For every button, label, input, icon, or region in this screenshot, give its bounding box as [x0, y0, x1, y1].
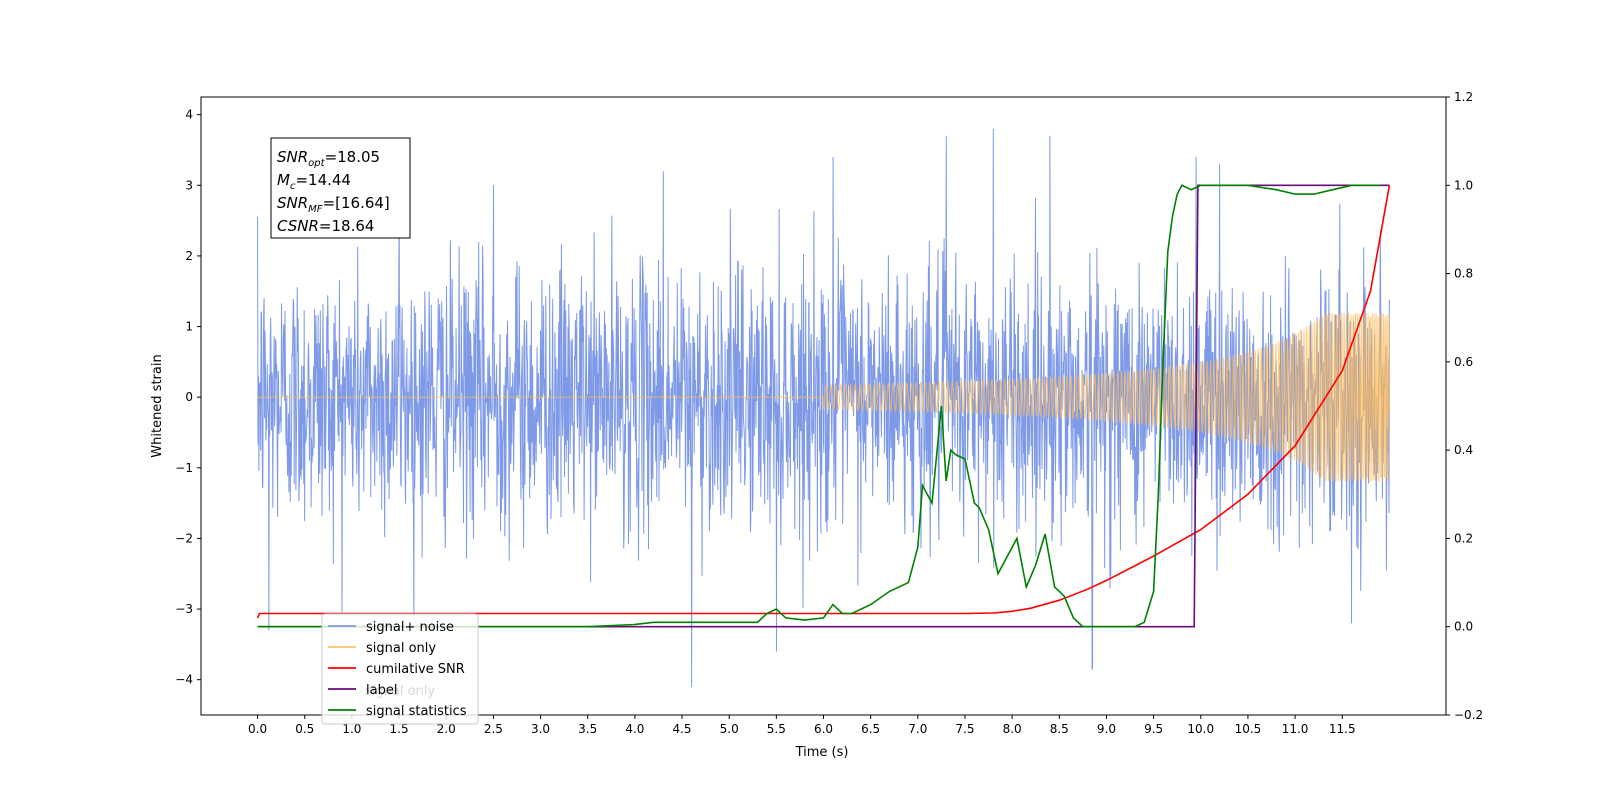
y-tick-label: −1: [175, 461, 193, 475]
y-tick-label: 3: [185, 178, 193, 192]
x-tick-label: 5.5: [767, 722, 786, 736]
y2-tick-label: 1.0: [1454, 178, 1473, 192]
x-tick-label: 10.5: [1235, 722, 1262, 736]
series-line-signal-statistics: [257, 184, 1380, 628]
y2-tick-label: 0.4: [1454, 443, 1473, 457]
y-tick-label: −3: [175, 602, 193, 616]
x-tick-label: 0.5: [295, 722, 314, 736]
series-line-signal-only: [257, 312, 1390, 482]
x-tick-label: 8.5: [1050, 722, 1069, 736]
x-tick-label: 11.5: [1329, 722, 1356, 736]
series-layer: [256, 128, 1391, 687]
x-tick-label: 10.0: [1187, 722, 1214, 736]
series-line-label: [257, 184, 1390, 628]
x-tick-label: 6.0: [814, 722, 833, 736]
x-tick-label: 7.0: [908, 722, 927, 736]
annotation-line: Mc=14.44: [277, 171, 351, 192]
x-tick-label: 11.0: [1282, 722, 1309, 736]
annotation-line: SNRMF=[16.64]: [277, 194, 390, 215]
legend: signal only signal+ noise signal only cumil…: [321, 613, 479, 725]
y-tick-label: 1: [185, 320, 193, 334]
y-tick-label: 0: [185, 390, 193, 404]
x-tick-label: 5.0: [720, 722, 739, 736]
legend-overlay-text: signal only: [365, 684, 435, 699]
legend-label: signal statistics: [366, 704, 467, 719]
legend-frame: [321, 613, 479, 725]
annotation-line: SNRopt=18.05: [277, 148, 380, 169]
annotation-line: CSNR=18.64: [277, 217, 374, 235]
series-line-signal-plus-noise: [257, 128, 1390, 687]
x-axis-label: Time (s): [795, 745, 849, 760]
y2-tick-label: 0.0: [1454, 620, 1473, 634]
x-tick-label: 9.0: [1097, 722, 1116, 736]
x-tick-label: 4.5: [672, 722, 691, 736]
legend-label: label: [366, 683, 397, 698]
y-tick-label: −2: [175, 531, 193, 545]
y2-tick-label: −0.2: [1454, 708, 1483, 722]
y2-tick-label: 0.2: [1454, 531, 1473, 545]
x-tick-label: 1.5: [390, 722, 409, 736]
x-tick-label: 0.0: [248, 722, 267, 736]
annotation-frame: [270, 137, 411, 239]
legend-label: signal only: [366, 641, 436, 656]
y-tick-label: 4: [185, 108, 193, 122]
x-tick-label: 4.0: [625, 722, 644, 736]
y2-tick-label: 1.2: [1454, 90, 1473, 104]
y2-tick-label: 0.8: [1454, 267, 1473, 281]
x-tick-label: 1.0: [342, 722, 361, 736]
x-tick-label: 7.5: [955, 722, 974, 736]
x-tick-label: 2.0: [437, 722, 456, 736]
x-tick-label: 8.0: [1003, 722, 1022, 736]
series-line-cumilative-snr: [256, 185, 1391, 619]
y-tick-label: −4: [175, 673, 193, 687]
x-tick-label: 3.0: [531, 722, 550, 736]
x-tick-label: 6.5: [861, 722, 880, 736]
legend-label: signal+ noise: [366, 620, 454, 635]
y-tick-label: 2: [185, 249, 193, 263]
x-tick-label: 2.5: [484, 722, 503, 736]
x-tick-label: 9.5: [1144, 722, 1163, 736]
legend-label: cumilative SNR: [366, 662, 465, 677]
axes-layer: 0.0 0.5 1.0 1.5 2.0 2.5 3.0 3.5 4.0 4.5 5.0 5.5 6.0 6…: [175, 90, 1483, 736]
y-axis-label: Whitened strain: [150, 354, 165, 457]
y2-tick-label: 0.6: [1454, 355, 1473, 369]
x-tick-label: 3.5: [578, 722, 597, 736]
